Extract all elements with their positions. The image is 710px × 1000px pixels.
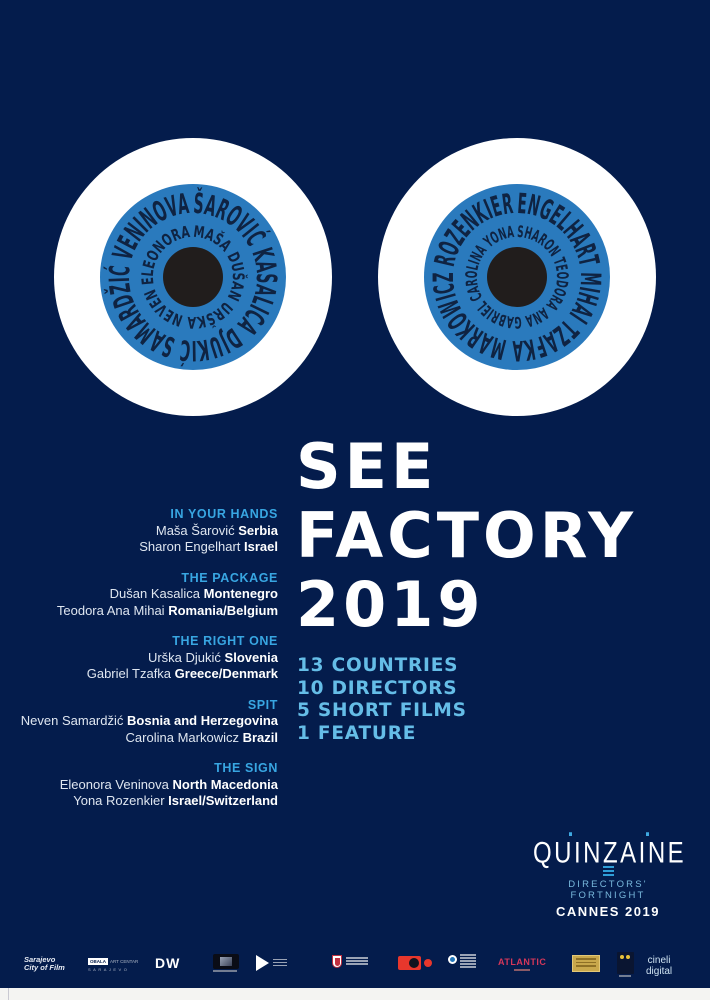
- dw-logo: DW: [155, 955, 181, 971]
- film-section: THE PACKAGE Dušan Kasalica Montenegro Te…: [20, 570, 278, 620]
- poster-title: SEE FACTORY 2019: [296, 432, 637, 639]
- film-credit-row: Neven Samardžić Bosnia and Herzegovina: [20, 713, 278, 730]
- camera-lens-dot: [424, 959, 432, 967]
- quinzaine-z-bars: [603, 866, 614, 878]
- film-agency-camera-logo: [398, 956, 432, 970]
- gold-plaque-logo: [572, 955, 600, 972]
- logo-text: ART CENTAR: [110, 959, 139, 964]
- film-title: SPIT: [247, 697, 278, 712]
- logo-text: SARAJEVO: [88, 967, 130, 972]
- film-center-logo: [256, 955, 287, 971]
- logo-caption-bar: [213, 970, 237, 972]
- logo-mark: [213, 954, 239, 969]
- film-credit-row: Maša Šarović Serbia: [20, 523, 278, 540]
- logo-text: City of Film: [24, 963, 65, 972]
- logo-caption-bar: [514, 969, 531, 971]
- film-credit-row: Carolina Markowicz Brazil: [20, 730, 278, 747]
- film-credit-row: Eleonora Veninova North Macedonia: [20, 777, 278, 794]
- round-emblem-logo: [448, 954, 476, 969]
- director-country: Brazil: [242, 729, 278, 745]
- director-name: Maša Šarović: [155, 522, 235, 538]
- director-name: Eleonora Veninova: [59, 776, 169, 792]
- film-list: IN YOUR HANDS Maša Šarović Serbia Sharon…: [20, 506, 278, 824]
- director-country: North Macedonia: [172, 776, 278, 792]
- film-section: THE SIGN Eleonora Veninova North Macedon…: [20, 760, 278, 810]
- cannes-2019-label: CANNES 2019: [556, 904, 660, 919]
- film-section: IN YOUR HANDS Maša Šarović Serbia Sharon…: [20, 506, 278, 556]
- logo-text: cineli: [647, 955, 671, 966]
- logo-text: OBALA: [88, 958, 108, 965]
- quinzaine-wordmark: QUINZAINE: [533, 832, 687, 870]
- director-name: Sharon Engelhart: [139, 539, 241, 554]
- stat-feature: 1 FEATURE: [297, 722, 417, 744]
- stat-countries: 13 COUNTRIES: [297, 655, 459, 676]
- cineli-digital-logo: cineli digital: [646, 955, 672, 977]
- ministry-shield-logo: [332, 955, 368, 968]
- film-credit-row: Sharon Engelhart Israel: [20, 539, 278, 556]
- right-eye-pupil: [487, 247, 547, 307]
- logo-text: ATLANTIC: [498, 957, 547, 967]
- right-eye: ENGELHART MIHAI TZAFKA MARKOWICZ ROZENKI…: [378, 138, 656, 416]
- director-name: Urška Djukić: [147, 649, 221, 665]
- film-credit-row: Teodora Ana Mihai Romania/Belgium: [20, 603, 278, 620]
- film-credit-row: Gabriel Tzafka Greece/Denmark: [20, 666, 278, 683]
- film-title: THE RIGHT ONE: [172, 634, 278, 648]
- logo-caption-bars: [346, 957, 368, 966]
- director-country: Serbia: [238, 522, 278, 538]
- logo-caption-bars: [273, 958, 287, 968]
- director-country: Slovenia: [224, 649, 278, 665]
- logo-caption-bars: [460, 954, 476, 969]
- atlantic-logo: ATLANTIC: [498, 957, 546, 971]
- camera-icon: [398, 956, 421, 970]
- director-name: Yona Rozenkier: [73, 793, 165, 808]
- director-name: Dušan Kasalica: [109, 586, 200, 601]
- film-section: THE RIGHT ONE Urška Djukić Slovenia Gabr…: [20, 633, 278, 683]
- film-fund-logo: [213, 954, 239, 972]
- left-eye-pupil: [163, 247, 223, 307]
- director-country: Bosnia and Herzegovina: [127, 713, 278, 728]
- director-name: Neven Samardžić: [20, 713, 124, 728]
- stat-directors: 10 DIRECTORS: [297, 677, 458, 699]
- director-name: Gabriel Tzafka: [86, 666, 172, 681]
- emblem-circle-icon: [448, 955, 457, 964]
- logo-caption-bar: [619, 975, 631, 977]
- director-country: Israel/Switzerland: [168, 793, 278, 808]
- play-triangle-icon: [256, 955, 269, 971]
- title-line-factory: FACTORY: [296, 499, 637, 572]
- title-line-see: SEE: [296, 430, 438, 503]
- obala-art-centar-logo: OBALA ART CENTAR SARAJEVO: [88, 958, 138, 972]
- logo-text: digital: [646, 966, 673, 977]
- directors-fortnight-label: DIRECTORS' FORTNIGHT: [568, 879, 648, 901]
- page-edge-line: [8, 988, 9, 1000]
- film-section: SPIT Neven Samardžić Bosnia and Herzegov…: [20, 697, 278, 747]
- shield-icon: [332, 955, 342, 968]
- quinzaine-logo: QUINZAINE DIRECTORS' FORTNIGHT CANNES 20…: [533, 832, 687, 919]
- film-credit-row: Dušan Kasalica Montenegro: [20, 586, 278, 603]
- sarajevo-city-of-film-logo: Sarajevo City of Film: [24, 956, 65, 972]
- director-name: Carolina Markowicz: [125, 729, 239, 745]
- page-background-strip: [0, 988, 710, 1000]
- dark-emblem-logo: [616, 952, 634, 977]
- festival-stats: 13 COUNTRIES 10 DIRECTORS 5 SHORT FILMS …: [297, 655, 467, 745]
- film-title: THE SIGN: [214, 761, 278, 775]
- director-country: Romania/Belgium: [168, 602, 278, 618]
- director-country: Greece/Denmark: [174, 666, 278, 681]
- logo-mark: [616, 952, 634, 974]
- film-credit-row: Yona Rozenkier Israel/Switzerland: [20, 793, 278, 810]
- title-line-year: 2019: [296, 568, 485, 641]
- director-name: Teodora Ana Mihai: [56, 602, 165, 618]
- film-credit-row: Urška Djukić Slovenia: [20, 650, 278, 667]
- logo-text: Sarajevo: [24, 955, 56, 964]
- director-country: Israel: [244, 539, 278, 554]
- director-country: Montenegro: [203, 586, 278, 601]
- sponsor-logo-strip: Sarajevo City of Film OBALA ART CENTAR SA…: [0, 946, 710, 988]
- film-title: IN YOUR HANDS: [170, 507, 278, 521]
- film-title: THE PACKAGE: [181, 570, 278, 585]
- stat-short-films: 5 SHORT FILMS: [297, 700, 467, 721]
- left-eye: ŠAROVIĆ KASALICA DJUKIĆ SAMARDŽIĆ VENINO…: [54, 138, 332, 416]
